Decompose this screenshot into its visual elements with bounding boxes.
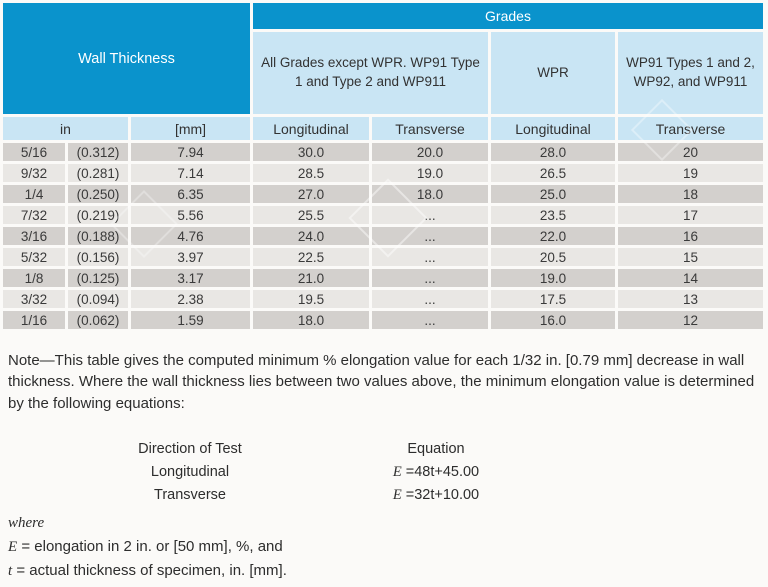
table-cell: 3/16: [3, 227, 65, 245]
table-cell: 18.0: [253, 311, 369, 329]
table-cell: 16.0: [491, 311, 615, 329]
subheader-in: in: [3, 117, 128, 140]
table-cell: 7/32: [3, 206, 65, 224]
equation-header: Equation: [407, 441, 465, 457]
table-cell: 19.0: [491, 269, 615, 287]
table-cell: 18: [618, 185, 763, 203]
table-cell: (0.250): [68, 185, 128, 203]
table-cell: 16: [618, 227, 763, 245]
table-cell: 20: [618, 143, 763, 161]
table-cell: ...: [372, 311, 488, 329]
table-cell: 28.0: [491, 143, 615, 161]
elongation-table: Wall Thickness Grades All Grades except …: [3, 3, 763, 329]
where-definition-text: = elongation in 2 in. or [50 mm], %, and: [17, 538, 283, 555]
table-cell: ...: [372, 269, 488, 287]
table-cell: 17: [618, 206, 763, 224]
table-cell: 5.56: [131, 206, 250, 224]
table-cell: 17.5: [491, 290, 615, 308]
table-cell: 18.0: [372, 185, 488, 203]
table-cell: (0.125): [68, 269, 128, 287]
table-cell: (0.094): [68, 290, 128, 308]
table-cell: 30.0: [253, 143, 369, 161]
table-cell: (0.156): [68, 248, 128, 266]
table-cell: 14: [618, 269, 763, 287]
table-cell: 3/32: [3, 290, 65, 308]
grade-column-wp91-types: WP91 Types 1 and 2, WP92, and WP911: [618, 32, 763, 114]
table-cell: 26.5: [491, 164, 615, 182]
table-cell: 23.5: [491, 206, 615, 224]
table-cell: 9/32: [3, 164, 65, 182]
equation-formula-transverse: E =32t+10.00: [380, 484, 492, 507]
equation-formula-text: =48t+45.00: [401, 464, 480, 480]
subheader-longitudinal-2: Longitudinal: [491, 117, 615, 140]
wall-thickness-header: Wall Thickness: [3, 3, 250, 114]
subheader-transverse-1: Transverse: [372, 117, 488, 140]
table-cell: 3.97: [131, 248, 250, 266]
table-cell: 15: [618, 248, 763, 266]
table-cell: ...: [372, 227, 488, 245]
subheader-mm: [mm]: [131, 117, 250, 140]
table-cell: (0.188): [68, 227, 128, 245]
equation-block: Direction of Test Equation Longitudinal …: [0, 438, 492, 507]
table-cell: (0.281): [68, 164, 128, 182]
table-cell: (0.219): [68, 206, 128, 224]
table-cell: 3.17: [131, 269, 250, 287]
equation-direction-longitudinal: Longitudinal: [150, 464, 230, 480]
equation-variable: E: [392, 464, 402, 480]
table-cell: 25.0: [491, 185, 615, 203]
equation-direction-transverse: Transverse: [154, 487, 226, 503]
table-cell: 4.76: [131, 227, 250, 245]
grade-column-all-grades: All Grades except WPR. WP91 Type 1 and T…: [253, 32, 488, 114]
table-cell: 25.5: [253, 206, 369, 224]
equation-formula-text: =32t+10.00: [401, 487, 480, 503]
table-cell: 19.5: [253, 290, 369, 308]
table-cell: 1/4: [3, 185, 65, 203]
where-label: where: [8, 515, 45, 531]
table-cell: 1.59: [131, 311, 250, 329]
where-block: where E = elongation in 2 in. or [50 mm]…: [8, 512, 287, 583]
table-cell: 1/8: [3, 269, 65, 287]
where-definition-e: E = elongation in 2 in. or [50 mm], %, a…: [8, 535, 287, 559]
equation-variable: E: [392, 487, 402, 503]
table-cell: 21.0: [253, 269, 369, 287]
table-cell: ...: [372, 290, 488, 308]
equation-formula-longitudinal: E =48t+45.00: [380, 461, 492, 484]
table-cell: 20.0: [372, 143, 488, 161]
table-cell: 7.14: [131, 164, 250, 182]
where-variable: E: [8, 539, 18, 555]
table-cell: ...: [372, 248, 488, 266]
table-cell: 7.94: [131, 143, 250, 161]
table-cell: 20.5: [491, 248, 615, 266]
where-definition-t: t = actual thickness of specimen, in. [m…: [8, 559, 287, 583]
table-cell: 19: [618, 164, 763, 182]
table-cell: (0.062): [68, 311, 128, 329]
table-cell: 5/32: [3, 248, 65, 266]
table-cell: 27.0: [253, 185, 369, 203]
where-variable: t: [8, 563, 13, 579]
table-cell: 24.0: [253, 227, 369, 245]
table-cell: 22.0: [491, 227, 615, 245]
table-cell: 28.5: [253, 164, 369, 182]
table-cell: (0.312): [68, 143, 128, 161]
grade-column-wpr: WPR: [491, 32, 615, 114]
subheader-transverse-2: Transverse: [618, 117, 763, 140]
table-cell: 1/16: [3, 311, 65, 329]
table-cell: 12: [618, 311, 763, 329]
table-cell: ...: [372, 206, 488, 224]
table-cell: 2.38: [131, 290, 250, 308]
direction-of-test-header: Direction of Test: [138, 441, 242, 457]
subheader-longitudinal-1: Longitudinal: [253, 117, 369, 140]
table-cell: 19.0: [372, 164, 488, 182]
table-cell: 22.5: [253, 248, 369, 266]
table-cell: 6.35: [131, 185, 250, 203]
table-cell: 5/16: [3, 143, 65, 161]
where-definition-text: = actual thickness of specimen, in. [mm]…: [12, 562, 287, 579]
note-text: Note—This table gives the computed minim…: [8, 352, 755, 412]
grades-header: Grades: [253, 3, 763, 29]
table-cell: 13: [618, 290, 763, 308]
